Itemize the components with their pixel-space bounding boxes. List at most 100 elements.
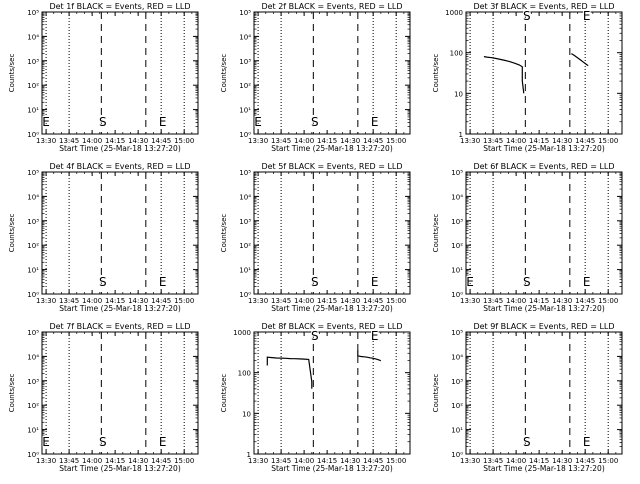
y-tick-label: 10⁵: [27, 169, 39, 177]
y-tick-label: 10⁵: [451, 329, 463, 337]
x-tick-label: 14:00: [82, 137, 102, 145]
plot-frame: [465, 171, 623, 295]
x-tick-label: 14:15: [529, 457, 549, 465]
y-tick-label: 1: [459, 131, 463, 139]
x-axis-label: Start Time (25-Mar-18 13:27:20): [483, 144, 605, 153]
x-tick-label: 14:15: [529, 297, 549, 305]
x-tick-label: 13:30: [460, 297, 480, 305]
x-tick-label: 14:45: [151, 297, 171, 305]
x-tick-label: 15:00: [598, 297, 618, 305]
x-tick-label: 14:30: [552, 297, 572, 305]
x-tick-label: 14:45: [363, 137, 383, 145]
x-tick-label: 14:15: [105, 137, 125, 145]
y-tick-label: 10¹: [451, 427, 463, 435]
x-tick-label: 13:30: [36, 297, 56, 305]
y-tick-label: 10⁰: [27, 451, 39, 459]
marker-s: S: [99, 275, 107, 289]
y-axis-label: Counts/sec: [432, 214, 440, 253]
y-tick-label: 10: [242, 410, 251, 418]
x-tick-label: 14:45: [575, 137, 595, 145]
y-tick-label: 10¹: [239, 107, 251, 115]
x-axis-label: Start Time (25-Mar-18 13:27:20): [483, 304, 605, 313]
y-tick-label: 10⁰: [451, 291, 463, 299]
y-tick-label: 1000: [233, 329, 251, 337]
x-tick-label: 14:30: [128, 457, 148, 465]
marker-e: E: [583, 275, 591, 289]
y-tick-label: 10⁰: [27, 131, 39, 139]
plot-frame: [41, 11, 199, 135]
x-tick-label: 14:00: [294, 297, 314, 305]
panel-2: Det 2f BLACK = Events, RED = LLD Counts/s…: [220, 2, 411, 153]
x-tick-label: 15:00: [174, 137, 194, 145]
y-tick-label: 10⁰: [239, 131, 251, 139]
x-tick-label: 14:30: [552, 457, 572, 465]
panel-1: Det 1f BLACK = Events, RED = LLD Counts/s…: [8, 2, 199, 153]
panel-title: Det 8f BLACK = Events, RED = LLD: [261, 322, 402, 331]
y-tick-label: 10²: [27, 402, 39, 410]
y-tick-label: 10³: [451, 378, 463, 386]
y-tick-label: 1: [247, 451, 251, 459]
y-tick-label: 10²: [451, 242, 463, 250]
marker-s: S: [523, 9, 531, 23]
events-series-line-1: [483, 56, 525, 94]
panel-5: Det 5f BLACK = Events, RED = LLD Counts/s…: [220, 162, 411, 313]
panel-6: Det 6f BLACK = Events, RED = LLD Counts/s…: [432, 162, 623, 313]
x-tick-label: 13:45: [483, 137, 503, 145]
marker-s: S: [311, 275, 319, 289]
x-tick-label: 13:45: [59, 457, 79, 465]
x-tick-label: 13:45: [59, 297, 79, 305]
y-tick-label: 10⁴: [239, 193, 251, 201]
x-tick-label: 13:30: [36, 457, 56, 465]
panel-title: Det 7f BLACK = Events, RED = LLD: [49, 322, 190, 331]
plot-frame: [253, 11, 411, 135]
x-axis-label: Start Time (25-Mar-18 13:27:20): [271, 144, 393, 153]
marker-s: S: [311, 329, 319, 343]
y-tick-label: 10³: [27, 58, 39, 66]
y-tick-label: 10²: [239, 242, 251, 250]
y-tick-label: 10¹: [27, 427, 39, 435]
y-tick-label: 10⁴: [451, 193, 463, 201]
x-tick-label: 14:30: [340, 457, 360, 465]
marker-e: E: [159, 435, 167, 449]
x-axis-label: Start Time (25-Mar-18 13:27:20): [59, 464, 181, 473]
marker-s: S: [523, 435, 531, 449]
x-tick-label: 13:45: [271, 457, 291, 465]
x-tick-label: 13:45: [483, 297, 503, 305]
x-tick-label: 14:45: [363, 457, 383, 465]
y-axis-label: Counts/sec: [432, 54, 440, 93]
x-tick-label: 14:30: [340, 137, 360, 145]
x-tick-label: 13:30: [36, 137, 56, 145]
x-tick-label: 15:00: [598, 457, 618, 465]
x-tick-label: 13:30: [460, 137, 480, 145]
marker-e: E: [583, 435, 591, 449]
marker-s: S: [99, 435, 107, 449]
marker-e: E: [371, 329, 379, 343]
y-tick-label: 10⁴: [27, 33, 39, 41]
panel-title: Det 6f BLACK = Events, RED = LLD: [473, 162, 614, 171]
panel-4: Det 4f BLACK = Events, RED = LLD Counts/s…: [8, 162, 199, 313]
panel-7: Det 7f BLACK = Events, RED = LLD Counts/s…: [8, 322, 199, 473]
y-tick-label: 10³: [27, 218, 39, 226]
y-tick-label: 10⁰: [239, 291, 251, 299]
y-tick-label: 10¹: [451, 267, 463, 275]
x-tick-label: 15:00: [598, 137, 618, 145]
y-tick-label: 10¹: [239, 267, 251, 275]
x-tick-label: 14:30: [552, 137, 572, 145]
x-axis-label: Start Time (25-Mar-18 13:27:20): [483, 464, 605, 473]
y-tick-label: 10⁰: [451, 451, 463, 459]
marker-e: E: [466, 275, 474, 289]
x-tick-label: 15:00: [386, 457, 406, 465]
y-tick-label: 10⁵: [239, 9, 251, 17]
y-axis-label: Counts/sec: [220, 374, 228, 413]
events-series-line-2: [357, 350, 382, 362]
y-tick-label: 10³: [27, 378, 39, 386]
x-tick-label: 14:15: [105, 457, 125, 465]
x-tick-label: 15:00: [174, 297, 194, 305]
y-tick-label: 10²: [239, 82, 251, 90]
x-tick-label: 14:30: [128, 297, 148, 305]
marker-s: S: [523, 275, 531, 289]
panel-9: Det 9f BLACK = Events, RED = LLD Counts/s…: [432, 322, 623, 473]
x-tick-label: 14:15: [317, 137, 337, 145]
